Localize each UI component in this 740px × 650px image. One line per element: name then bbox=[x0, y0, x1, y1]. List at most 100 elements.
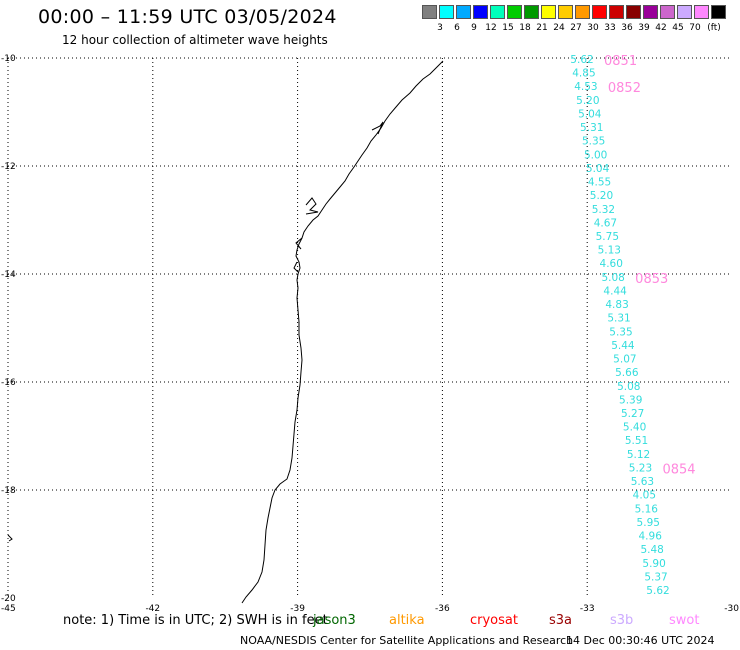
footer-note: note: 1) Time is in UTC; 2) SWH is in fe… bbox=[63, 613, 328, 628]
wave-height-reading: 5.31 bbox=[580, 122, 603, 134]
coastline bbox=[241, 60, 444, 604]
lon-label: -33 bbox=[580, 604, 595, 614]
legend-swatch bbox=[507, 5, 522, 19]
wave-height-reading: 5.23 bbox=[629, 462, 652, 474]
lon-label: -39 bbox=[290, 604, 305, 614]
satellite-jason3: jason3 bbox=[313, 613, 356, 628]
lon-label: -42 bbox=[145, 604, 160, 614]
legend-swatch bbox=[609, 5, 624, 19]
legend-swatch bbox=[473, 5, 488, 19]
lon-label: -45 bbox=[1, 604, 16, 614]
wave-height-reading: 5.75 bbox=[596, 231, 619, 243]
legend-level: 70 bbox=[689, 23, 701, 33]
legend-swatch bbox=[660, 5, 675, 19]
legend-level: 21 bbox=[536, 23, 548, 33]
wave-height-reading: 5.95 bbox=[637, 517, 660, 529]
wave-height-reading: 5.00 bbox=[584, 149, 607, 161]
legend-swatch bbox=[456, 5, 471, 19]
wave-height-reading: 5.20 bbox=[590, 190, 613, 202]
wave-height-reading: 5.51 bbox=[625, 435, 648, 447]
wave-height-reading: 4.85 bbox=[572, 68, 595, 80]
wave-height-reading: 5.32 bbox=[592, 204, 615, 216]
legend-unit: (ft) bbox=[707, 23, 721, 33]
lat-label: -14 bbox=[1, 270, 16, 280]
wave-height-reading: 5.40 bbox=[623, 422, 646, 434]
lon-label: -36 bbox=[435, 604, 450, 614]
wave-height-reading: 5.04 bbox=[586, 163, 610, 175]
wave-height-reading: 5.62 bbox=[646, 585, 669, 597]
satellite-s3a: s3a bbox=[549, 613, 573, 628]
legend-level: 30 bbox=[587, 23, 599, 33]
wave-height-reading: 5.08 bbox=[617, 381, 640, 393]
wave-height-reading: 5.31 bbox=[607, 313, 630, 325]
legend-level: 42 bbox=[655, 23, 667, 33]
lat-label: -12 bbox=[1, 162, 16, 172]
legend-swatch bbox=[711, 5, 726, 19]
wave-height-reading: 5.12 bbox=[627, 449, 650, 461]
wave-height-reading: 4.44 bbox=[603, 285, 627, 297]
lat-label: -20 bbox=[1, 594, 16, 604]
time-mark: 0852 bbox=[608, 81, 641, 96]
satellite-cryosat: cryosat bbox=[470, 613, 518, 628]
legend-level: 24 bbox=[553, 23, 565, 33]
footer-timestamp: 14 Dec 00:30:46 UTC 2024 bbox=[566, 634, 715, 647]
wave-height-reading: 5.27 bbox=[621, 408, 644, 420]
legend-swatch bbox=[422, 5, 437, 19]
satellite-s3b: s3b bbox=[610, 613, 634, 628]
wave-height-reading: 4.83 bbox=[605, 299, 628, 311]
legend-level: 33 bbox=[604, 23, 616, 33]
legend-level: 9 bbox=[471, 23, 477, 33]
page-title: 00:00 – 11:59 UTC 03/05/2024 bbox=[38, 6, 337, 28]
satellite-altika: altika bbox=[389, 613, 425, 628]
legend-level: 45 bbox=[672, 23, 684, 33]
wave-height-reading: 5.63 bbox=[631, 476, 654, 488]
wave-height-reading: 5.04 bbox=[578, 108, 602, 120]
wave-height-reading: 5.66 bbox=[615, 367, 639, 379]
coastline-islands bbox=[7, 121, 384, 542]
wave-height-reading: 4.96 bbox=[639, 531, 663, 543]
legend-swatch bbox=[490, 5, 505, 19]
legend-level: 27 bbox=[570, 23, 582, 33]
wave-height-reading: 5.20 bbox=[576, 95, 599, 107]
wave-height-reading: 5.44 bbox=[611, 340, 635, 352]
lon-label: -30 bbox=[724, 604, 739, 614]
axis-labels: -10 -12 -14 -16 -18 -20-45 -42 -39 -36 -33 -30 bbox=[1, 54, 739, 614]
wave-height-reading: 5.39 bbox=[619, 394, 642, 406]
wave-height-reading: 4.05 bbox=[633, 490, 656, 502]
wave-height-reading: 4.53 bbox=[574, 81, 597, 93]
wave-height-reading: 5.37 bbox=[644, 571, 667, 583]
legend-level: 39 bbox=[638, 23, 650, 33]
wave-height-reading: 5.90 bbox=[642, 558, 665, 570]
wave-height-reading: 5.62 bbox=[570, 54, 593, 66]
legend-swatch bbox=[541, 5, 556, 19]
legend-level: 36 bbox=[621, 23, 633, 33]
legend-level: 15 bbox=[502, 23, 514, 33]
legend-swatch bbox=[524, 5, 539, 19]
legend-swatch bbox=[694, 5, 709, 19]
legend-level: 3 bbox=[437, 23, 443, 33]
wave-height-reading: 5.07 bbox=[613, 354, 636, 366]
wave-height-reading: 5.48 bbox=[640, 544, 663, 556]
wave-height-reading: 5.35 bbox=[609, 326, 632, 338]
wave-height-reading: 5.08 bbox=[601, 272, 624, 284]
wave-height-reading: 4.67 bbox=[594, 217, 617, 229]
legend-swatch bbox=[677, 5, 692, 19]
wave-height-reading: 4.60 bbox=[600, 258, 623, 270]
wave-height-reading: 5.13 bbox=[598, 245, 621, 257]
time-mark: 0851 bbox=[604, 54, 637, 69]
time-mark: 0854 bbox=[662, 462, 695, 477]
lat-label: -16 bbox=[1, 378, 16, 388]
legend-swatch bbox=[575, 5, 590, 19]
time-mark: 0853 bbox=[635, 272, 668, 287]
page-subtitle: 12 hour collection of altimeter wave hei… bbox=[62, 33, 328, 47]
footer-organization: NOAA/NESDIS Center for Satellite Applica… bbox=[240, 634, 574, 647]
altimeter-track: 5.624.854.535.205.045.315.355.005.044.55… bbox=[570, 54, 695, 597]
legend-swatch bbox=[439, 5, 454, 19]
satellite-swot: swot bbox=[669, 613, 700, 628]
legend-swatch bbox=[626, 5, 641, 19]
legend-swatch bbox=[643, 5, 658, 19]
legend-level: 12 bbox=[485, 23, 497, 33]
lat-label: -18 bbox=[1, 486, 16, 496]
legend-swatch bbox=[558, 5, 573, 19]
